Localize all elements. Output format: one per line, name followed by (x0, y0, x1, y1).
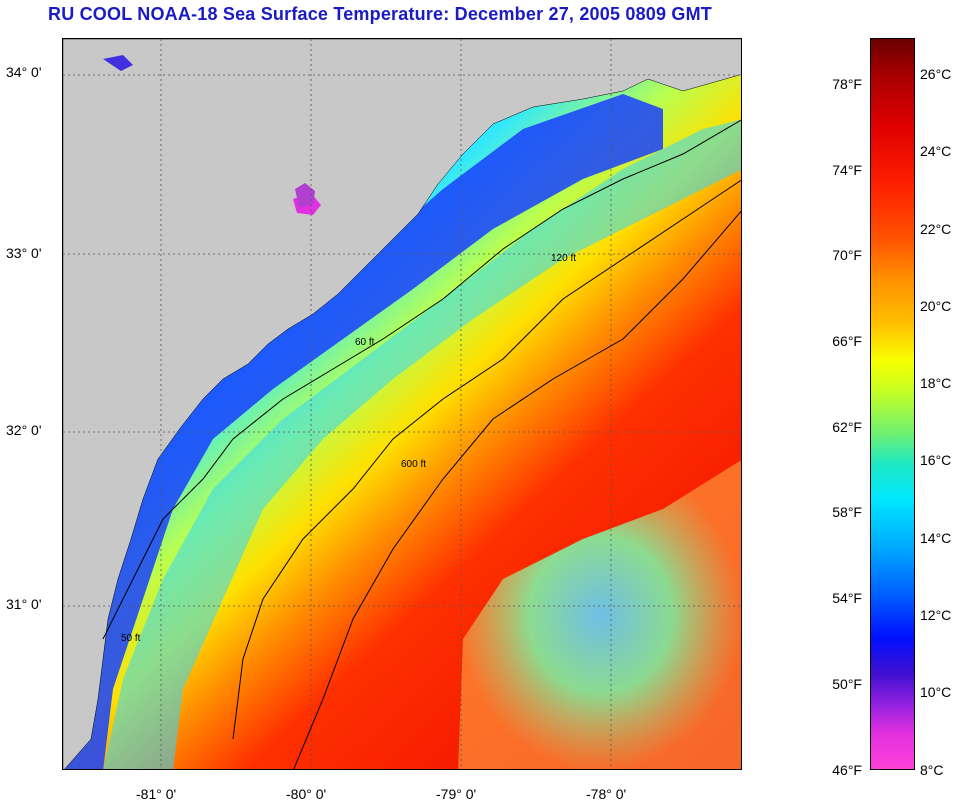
contour-label-120ft: 120 ft (551, 253, 576, 264)
cloud-region (458, 460, 741, 769)
contour-50ft (102, 119, 741, 640)
contour-600ft (293, 210, 741, 769)
contour-120ft (232, 179, 741, 740)
colorbar-f-label: 78°F (832, 76, 862, 92)
sst-map-canvas: 50 ft 60 ft 120 ft 600 ft (63, 39, 741, 769)
sst-map[interactable]: 50 ft 60 ft 120 ft 600 ft (62, 38, 742, 770)
colorbar-c-label: 14°C (920, 530, 952, 546)
land (63, 39, 741, 769)
contour-label-50ft: 50 ft (121, 633, 141, 644)
colorbar-f-label: 66°F (832, 333, 862, 349)
colorbar-c-label: 20°C (920, 298, 952, 314)
lon-label-80: -80° 0' (286, 786, 327, 802)
colorbar-c-label: 16°C (920, 452, 952, 468)
colorbar-f-label: 50°F (832, 676, 862, 692)
contour-label-600ft: 600 ft (401, 459, 426, 470)
map-title: RU COOL NOAA-18 Sea Surface Temperature:… (48, 4, 712, 24)
colorbar-c-label: 26°C (920, 66, 952, 82)
inland-water (295, 183, 315, 207)
inland-water (103, 55, 133, 71)
lat-label-31: 31° 0' (6, 596, 42, 612)
colorbar-c-label: 18°C (920, 375, 952, 391)
colorbar-f-label: 58°F (832, 504, 862, 520)
coastal-cold-water (63, 94, 663, 769)
temperature-colorbar (870, 38, 915, 770)
lat-label-32: 32° 0' (6, 422, 42, 438)
contour-label-60ft: 60 ft (355, 337, 375, 348)
colorbar-c-label: 10°C (920, 684, 952, 700)
colorbar-c-label: 22°C (920, 221, 952, 237)
colorbar-f-label: 54°F (832, 590, 862, 606)
lon-label-79: -79° 0' (436, 786, 477, 802)
contour-labels: 50 ft 60 ft 120 ft 600 ft (121, 253, 576, 644)
shelf-cyan-water (103, 119, 741, 769)
colorbar-f-label: 46°F (832, 762, 862, 778)
colorbar-f-label: 62°F (832, 419, 862, 435)
colorbar-f-label: 70°F (832, 247, 862, 263)
colorbar-c-label: 24°C (920, 143, 952, 159)
lon-label-81: -81° 0' (136, 786, 177, 802)
colorbar-f-label: 74°F (832, 162, 862, 178)
colorbar-c-label: 12°C (920, 607, 952, 623)
colorbar-c-label: 8°C (920, 762, 944, 778)
depth-contours (102, 119, 741, 769)
lon-label-78: -78° 0' (586, 786, 627, 802)
lat-label-34: 34° 0' (6, 64, 42, 80)
lat-label-33: 33° 0' (6, 245, 42, 261)
